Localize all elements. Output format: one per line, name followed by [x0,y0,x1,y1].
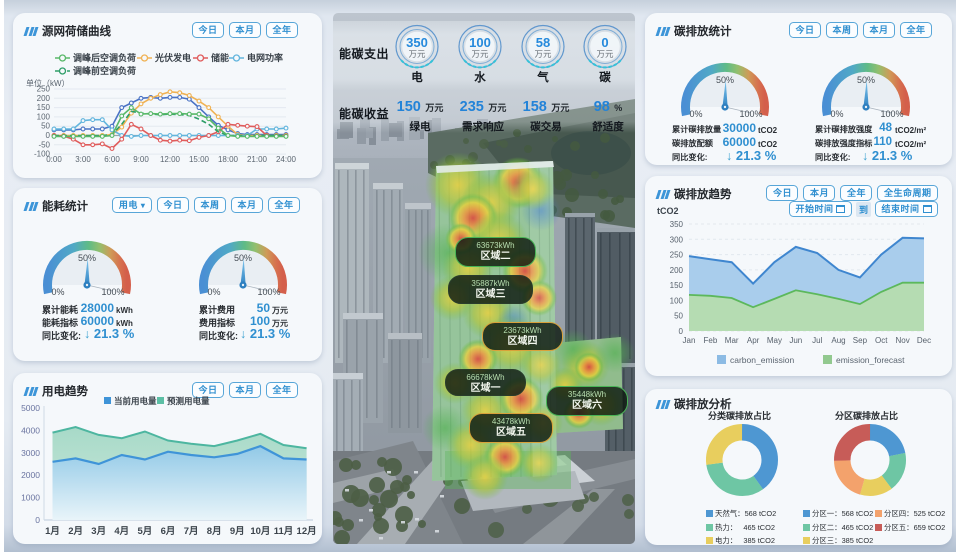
svg-text:0%: 0% [51,287,64,297]
svg-text:100: 100 [469,35,491,50]
svg-text:21:00: 21:00 [247,155,268,164]
svg-text:300: 300 [670,235,684,244]
svg-text:电网功率: 电网功率 [247,52,283,63]
svg-text:12:00: 12:00 [160,155,181,164]
svg-text:350: 350 [670,220,684,229]
svg-text:100%: 100% [880,109,903,119]
svg-text:2000: 2000 [21,470,40,480]
svg-text:2月: 2月 [68,526,83,537]
svg-text:Aug: Aug [831,336,845,345]
svg-text:Jun: Jun [789,336,802,345]
svg-text:5000: 5000 [21,403,40,413]
svg-text:350: 350 [406,35,428,50]
svg-text:250: 250 [37,85,51,94]
svg-text:200: 200 [37,94,51,103]
svg-text:150: 150 [670,281,684,290]
svg-text:0: 0 [679,327,684,336]
svg-text:Sep: Sep [853,336,868,345]
svg-text:光伏发电: 光伏发电 [154,52,191,63]
svg-text:万元: 万元 [596,49,614,59]
svg-text:100: 100 [670,296,684,305]
svg-text:emission_forecast: emission_forecast [836,355,905,365]
svg-text:May: May [767,336,782,345]
svg-text:6:00: 6:00 [104,155,120,164]
svg-text:0%: 0% [830,109,843,119]
svg-text:-50: -50 [38,140,50,149]
svg-text:50%: 50% [78,253,96,263]
svg-text:Apr: Apr [747,336,760,345]
svg-text:tCO2: tCO2 [657,206,679,216]
svg-text:3月: 3月 [91,526,106,537]
svg-text:10月: 10月 [250,526,270,537]
svg-text:12月: 12月 [297,526,317,537]
svg-text:储能: 储能 [211,52,229,63]
svg-text:0: 0 [35,515,40,525]
svg-text:Jan: Jan [683,336,696,345]
svg-text:8月: 8月 [207,526,222,537]
svg-text:Feb: Feb [704,336,718,345]
svg-text:150: 150 [37,103,51,112]
svg-text:0%: 0% [207,287,220,297]
svg-text:7月: 7月 [184,526,199,537]
svg-text:调峰前空调负荷: 调峰前空调负荷 [73,65,136,76]
svg-text:当前用电量: 当前用电量 [114,396,157,406]
svg-text:Jul: Jul [812,336,822,345]
svg-text:9月: 9月 [230,526,245,537]
svg-text:50: 50 [674,312,683,321]
svg-text:0%: 0% [689,109,702,119]
svg-text:0: 0 [46,131,51,140]
svg-text:carbon_emission: carbon_emission [730,355,795,365]
svg-text:100: 100 [37,112,51,121]
svg-text:100%: 100% [101,287,124,297]
svg-text:0: 0 [601,35,608,50]
svg-text:9:00: 9:00 [133,155,149,164]
svg-text:50%: 50% [716,75,734,85]
svg-text:调峰后空调负荷: 调峰后空调负荷 [73,52,136,63]
svg-text:3000: 3000 [21,448,40,458]
svg-text:Mar: Mar [725,336,739,345]
svg-text:100%: 100% [739,109,762,119]
svg-text:24:00: 24:00 [276,155,297,164]
svg-text:万元: 万元 [534,49,552,59]
svg-text:58: 58 [536,35,550,50]
svg-text:5月: 5月 [138,526,153,537]
svg-text:50%: 50% [857,75,875,85]
svg-text:50%: 50% [234,253,252,263]
svg-text:250: 250 [670,251,684,260]
svg-text:4000: 4000 [21,425,40,435]
svg-text:3:00: 3:00 [75,155,91,164]
svg-text:50: 50 [41,122,50,131]
svg-text:单位（kW）: 单位（kW） [26,78,70,88]
svg-text:200: 200 [670,266,684,275]
svg-text:万元: 万元 [408,49,426,59]
svg-text:Nov: Nov [895,336,909,345]
svg-text:18:00: 18:00 [218,155,239,164]
svg-text:预测用电量: 预测用电量 [167,396,210,406]
svg-text:1000: 1000 [21,493,40,503]
svg-text:1月: 1月 [45,526,60,537]
svg-text:Oct: Oct [875,336,888,345]
svg-text:100%: 100% [257,287,280,297]
svg-text:4月: 4月 [114,526,129,537]
svg-text:6月: 6月 [161,526,176,537]
svg-text:0:00: 0:00 [46,155,62,164]
svg-text:11月: 11月 [274,526,294,537]
svg-text:-100: -100 [34,150,51,159]
svg-text:15:00: 15:00 [189,155,210,164]
svg-text:Dec: Dec [917,336,931,345]
svg-text:万元: 万元 [471,49,489,59]
